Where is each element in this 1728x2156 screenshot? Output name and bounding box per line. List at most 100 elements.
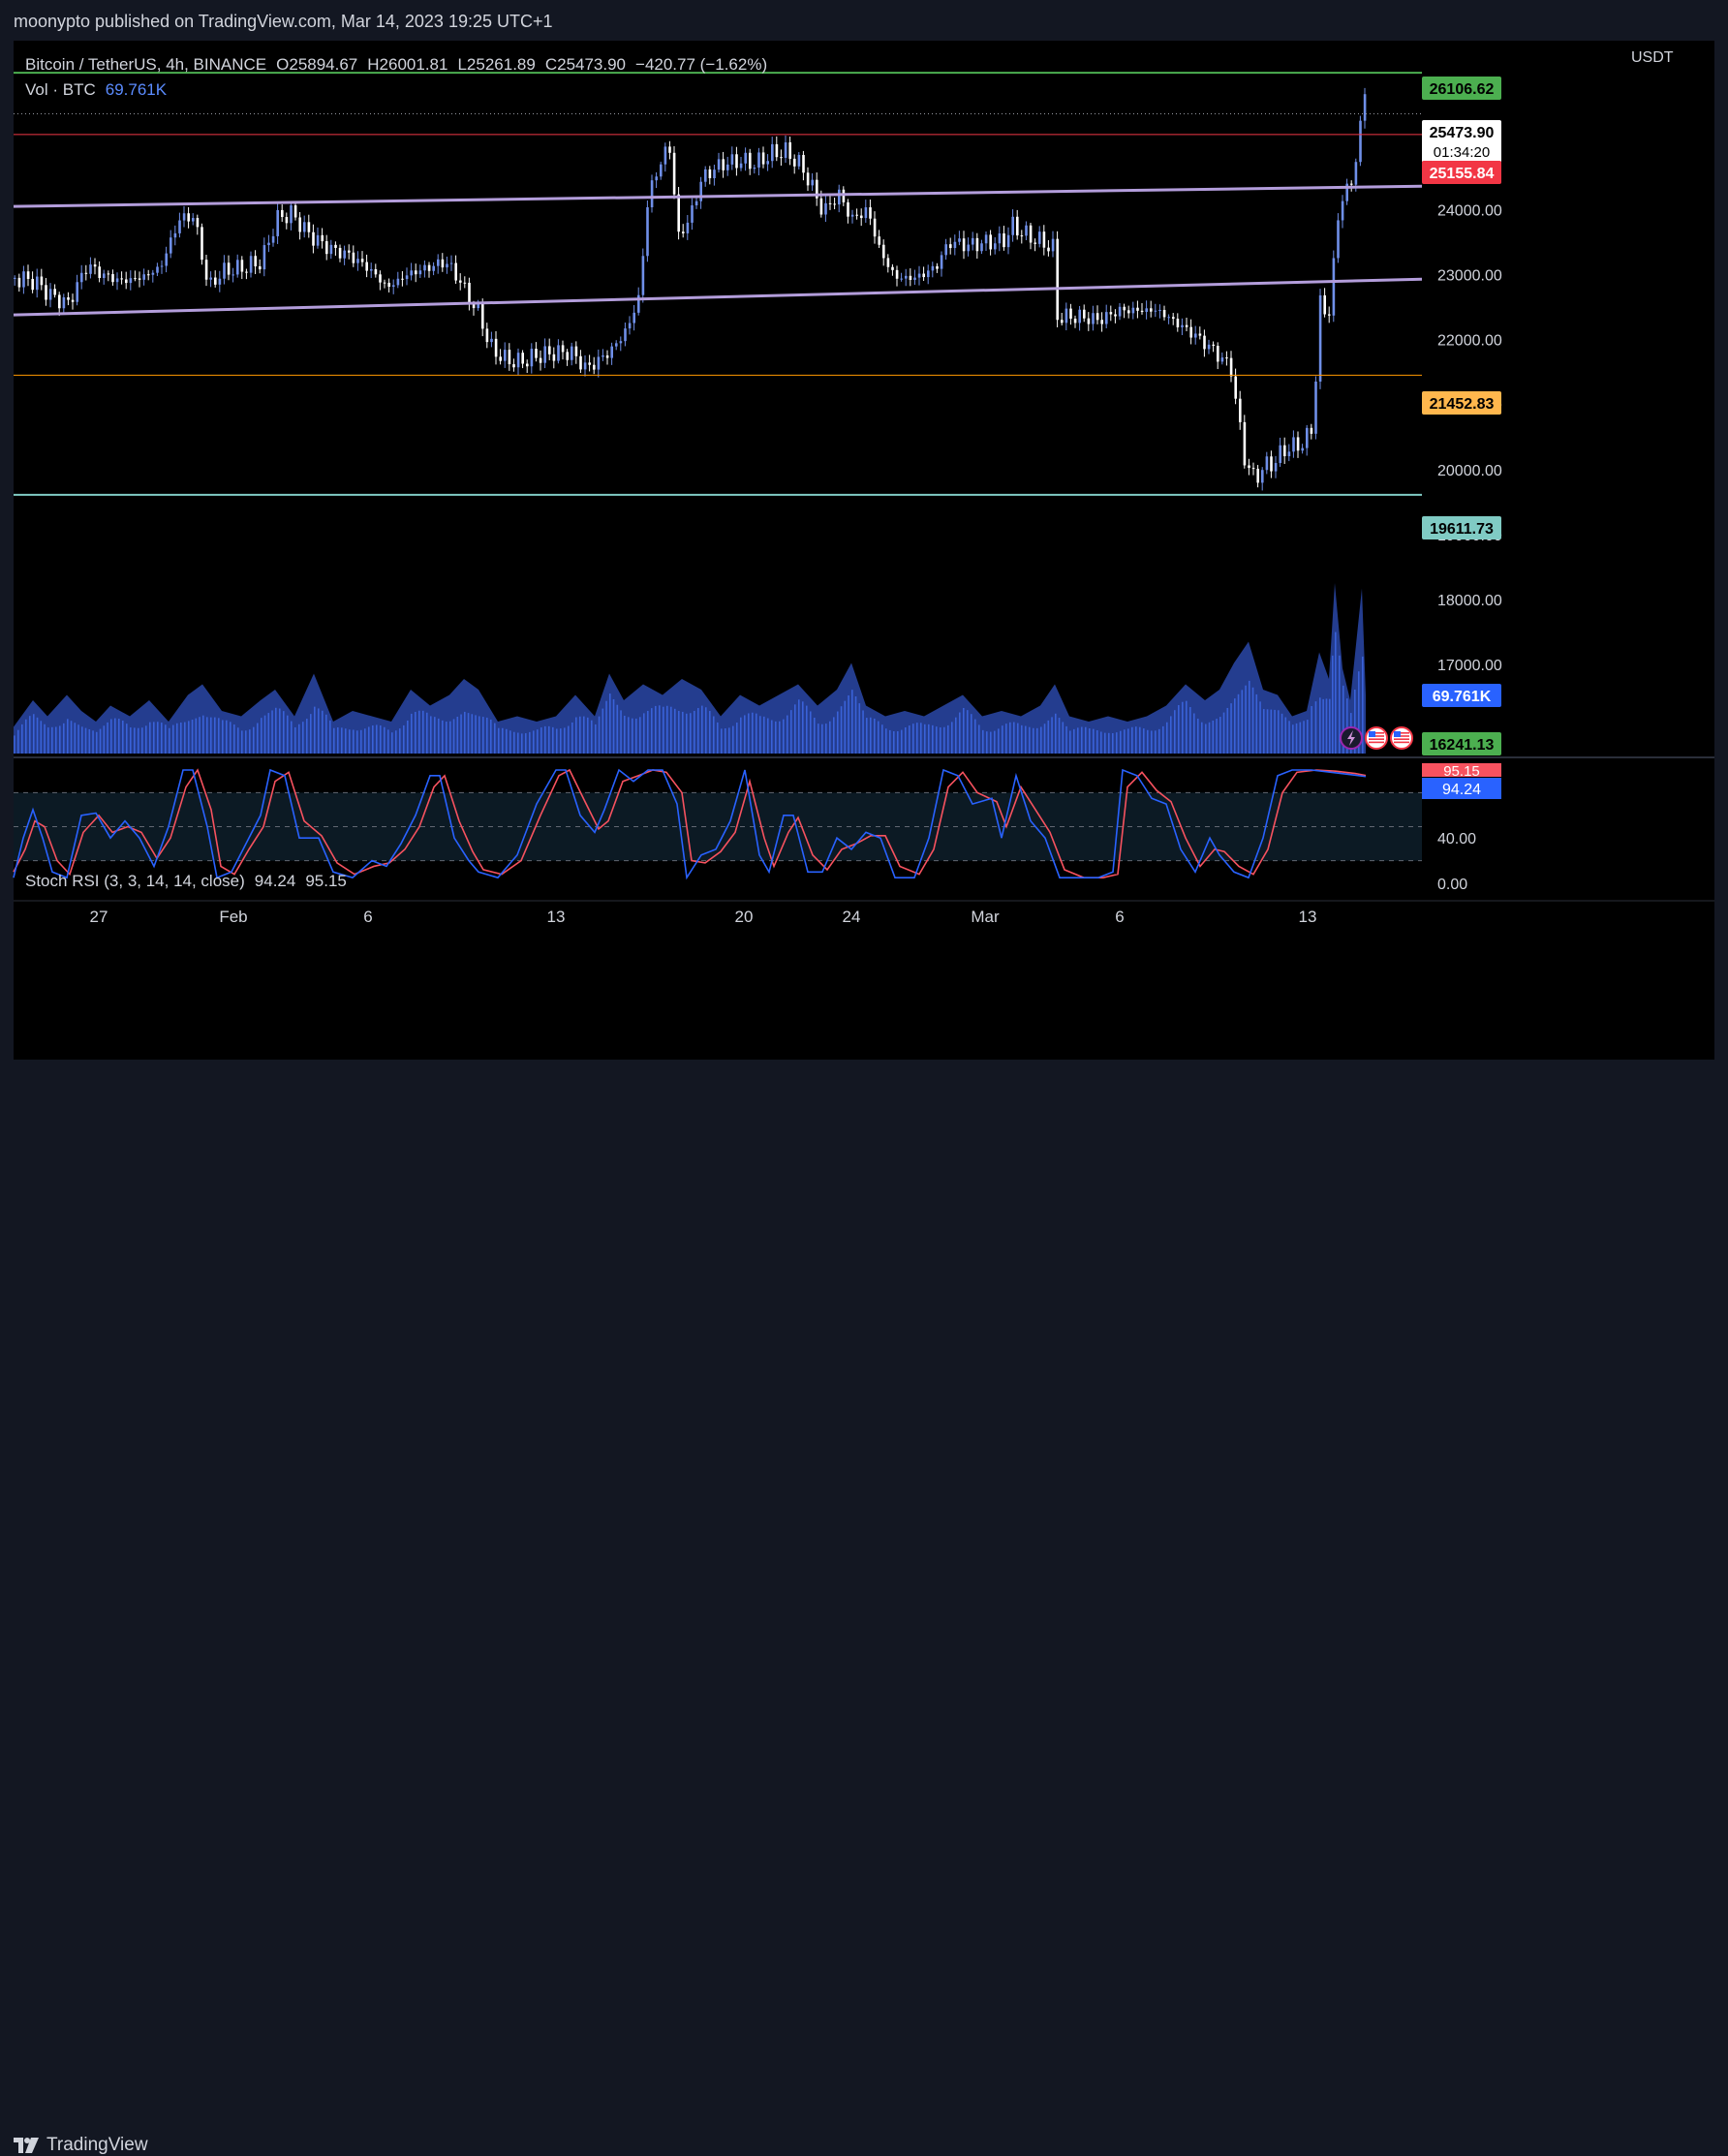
volume-bar	[694, 710, 695, 754]
candle-body	[1073, 319, 1077, 323]
rsi-tick-label: 40.00	[1437, 831, 1476, 847]
volume-bar	[1047, 720, 1050, 754]
candle-body	[905, 275, 908, 279]
candle-body	[218, 278, 222, 285]
price-tick-label: 18000.00	[1437, 593, 1502, 609]
candle-body	[192, 218, 195, 222]
candle-body	[539, 357, 542, 363]
footer-bar: TradingView	[0, 1060, 1728, 2155]
volume-bar	[1281, 713, 1283, 754]
volume-bar	[88, 728, 91, 754]
candle-body	[1006, 234, 1010, 248]
volume-bar	[486, 717, 488, 754]
candle-body	[223, 262, 226, 279]
volume-bar	[635, 718, 637, 754]
volume-bar	[40, 721, 43, 754]
volume-bar	[25, 719, 27, 754]
price-badge-label: 25473.90	[1430, 125, 1495, 141]
volume-bar	[1166, 722, 1168, 754]
volume-bar	[1170, 716, 1172, 754]
candle-body	[739, 163, 743, 169]
volume-bar	[195, 718, 198, 754]
volume-bar	[517, 732, 519, 754]
volume-bar	[1208, 722, 1211, 754]
candle-body	[1261, 470, 1264, 483]
volume-bar	[1036, 727, 1038, 754]
candle-body	[281, 209, 284, 218]
candle-body	[494, 338, 498, 357]
volume-bar	[1069, 730, 1071, 754]
volume-bar	[245, 730, 247, 754]
volume-bar	[130, 727, 132, 754]
candle-body	[120, 278, 123, 280]
volume-bar	[821, 724, 823, 754]
volume-bar	[467, 713, 470, 754]
volume-bar	[84, 727, 87, 754]
candle-body	[329, 244, 333, 255]
volume-bar	[571, 722, 573, 754]
volume-bar	[509, 730, 511, 754]
symbol-title[interactable]: Bitcoin / TetherUS, 4h, BINANCE	[25, 55, 267, 74]
chart-canvas[interactable]: 24000.0023000.0022000.0021000.0020000.00…	[0, 0, 1728, 1112]
volume-bar	[165, 724, 167, 754]
volume-bar	[1314, 701, 1317, 754]
volume-label[interactable]: Vol · BTC	[25, 80, 96, 99]
candle-body	[259, 265, 262, 270]
price-badge-label: 69.761K	[1433, 689, 1492, 705]
volume-bar	[376, 724, 378, 754]
candle-body	[387, 282, 390, 288]
candle-body	[1114, 314, 1117, 317]
volume-bar	[878, 721, 879, 754]
candle-body	[828, 202, 832, 204]
flag-canton	[1369, 731, 1375, 737]
volume-bar	[709, 711, 711, 754]
candle-body	[615, 343, 618, 347]
price-tick-label: 23000.00	[1437, 268, 1502, 285]
candle-body	[1248, 465, 1250, 469]
currency-unit[interactable]: USDT	[1631, 49, 1674, 66]
volume-bar	[1124, 729, 1126, 754]
stoch-rsi-label[interactable]: Stoch RSI (3, 3, 14, 14, close)	[25, 872, 245, 890]
rsi-band	[14, 792, 1422, 861]
candle-body	[26, 271, 30, 279]
candle-body	[660, 164, 663, 177]
candle-body	[1229, 357, 1233, 377]
candle-body	[855, 214, 858, 216]
candle-body	[276, 209, 279, 236]
candle-body	[134, 278, 137, 280]
candle-body	[1207, 344, 1211, 350]
volume-bar	[306, 719, 308, 754]
volume-bar	[556, 728, 558, 754]
candle-body	[566, 352, 569, 360]
candle-body	[1095, 313, 1099, 321]
volume-bar	[1104, 732, 1106, 754]
us-flag-event-icon[interactable]	[1365, 726, 1388, 750]
volume-bar	[1230, 703, 1232, 754]
volume-bar	[1029, 726, 1031, 754]
volume-bar	[1307, 720, 1309, 754]
us-flag-event-icon[interactable]	[1390, 726, 1413, 750]
candle-body	[1092, 313, 1095, 324]
volume-bar	[682, 711, 684, 754]
volume-bar	[854, 696, 857, 754]
volume-bar	[1065, 725, 1067, 754]
candle-body	[1345, 183, 1348, 201]
volume-bar	[1151, 730, 1153, 754]
candle-body	[1136, 307, 1139, 311]
volume-bar	[932, 724, 934, 754]
candle-body	[847, 201, 849, 217]
volume-bar	[1216, 719, 1218, 754]
volume-bar	[471, 714, 474, 754]
candle-body	[691, 205, 694, 223]
volume-bar	[161, 723, 163, 754]
change-value: −420.77 (−1.62%)	[635, 55, 768, 74]
candle-body	[1274, 463, 1278, 472]
candle-body	[383, 282, 386, 284]
candle-body	[717, 159, 721, 170]
candle-body	[254, 256, 257, 266]
candle-body	[967, 244, 970, 252]
tradingview-logo[interactable]: TradingView	[14, 2135, 148, 2156]
volume-bar	[267, 713, 270, 754]
volume-bar	[901, 729, 903, 754]
candle-body	[1350, 183, 1353, 185]
